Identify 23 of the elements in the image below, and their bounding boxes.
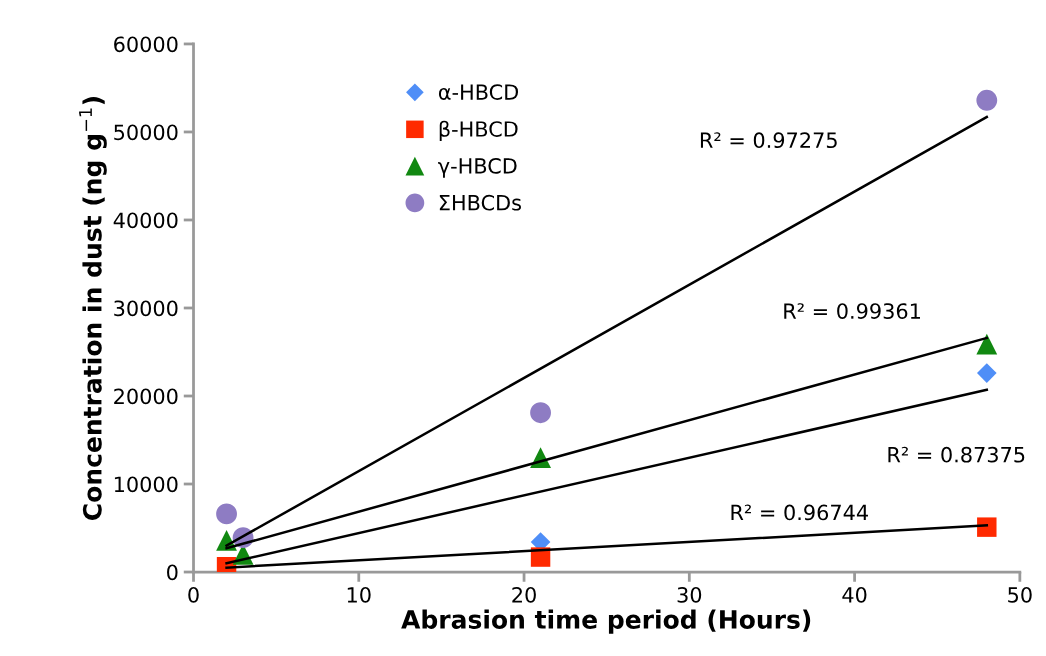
y-tick-label: 0 (167, 564, 178, 581)
y-tick-label: 40000 (113, 212, 178, 229)
x-tick-label: 50 (1008, 586, 1032, 603)
x-axis-title: Abrasion time period (Hours) (401, 609, 811, 634)
y-tick-label: 30000 (114, 300, 178, 317)
annotation: R² = 0.96744 (731, 504, 868, 521)
legend-label: α-HBCD (438, 84, 519, 100)
legend-label: ΣHBCDs (439, 194, 521, 211)
y-axis-title: Concentration in dust (ng g$^{−1}$) (79, 96, 107, 520)
annotation: R² = 0.99361 (784, 303, 920, 319)
x-tick-label: 40 (842, 586, 867, 603)
y-tick-label: 10000 (114, 476, 178, 493)
y-tick-label: 60000 (114, 36, 178, 53)
x-tick-label: 20 (512, 586, 536, 603)
y-tick-label: 20000 (114, 388, 178, 405)
legend-label: γ-HBCD (438, 157, 517, 178)
annotation: R² = 0.87375 (888, 446, 1025, 463)
x-tick-label: 0 (188, 586, 199, 603)
x-tick-label: 30 (677, 586, 702, 603)
annotation: R² = 0.97275 (700, 132, 837, 149)
x-tick-label: 10 (347, 586, 371, 603)
y-tick-label: 50000 (114, 124, 178, 141)
legend-label: β-HBCD (439, 120, 518, 141)
